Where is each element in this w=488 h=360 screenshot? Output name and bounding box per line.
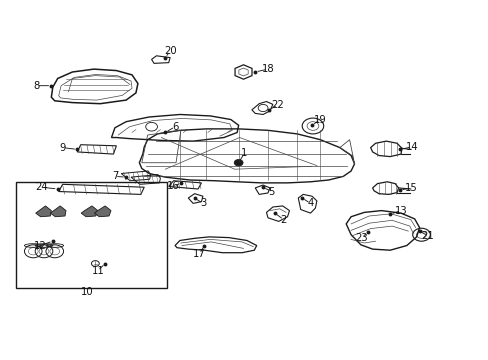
Text: 20: 20 (163, 46, 176, 56)
Text: 6: 6 (171, 122, 178, 132)
Text: 1: 1 (241, 148, 247, 158)
Text: 15: 15 (405, 183, 417, 193)
Circle shape (102, 209, 108, 214)
Text: 7: 7 (111, 171, 118, 181)
Polygon shape (36, 206, 51, 217)
Circle shape (42, 209, 49, 214)
Text: 5: 5 (267, 186, 274, 197)
Polygon shape (81, 206, 98, 217)
Text: 21: 21 (421, 231, 433, 241)
Text: 19: 19 (313, 114, 326, 125)
Circle shape (57, 209, 63, 214)
Text: 22: 22 (271, 100, 284, 110)
Circle shape (88, 209, 95, 214)
Text: 18: 18 (261, 64, 274, 74)
Text: 4: 4 (307, 198, 313, 208)
Text: 3: 3 (200, 198, 205, 208)
Text: 14: 14 (405, 142, 417, 152)
Text: 17: 17 (193, 249, 205, 259)
Polygon shape (50, 206, 66, 217)
Text: 11: 11 (91, 266, 104, 276)
Text: 8: 8 (34, 81, 40, 91)
Text: 9: 9 (59, 143, 66, 153)
Bar (16, 182, 167, 288)
Text: 2: 2 (280, 215, 286, 225)
Text: 16: 16 (167, 181, 180, 192)
Text: 24: 24 (35, 182, 48, 192)
Text: 23: 23 (355, 233, 367, 243)
Text: 10: 10 (81, 287, 93, 297)
Circle shape (234, 159, 243, 166)
Polygon shape (94, 206, 111, 217)
Text: 12: 12 (34, 240, 46, 251)
Text: 13: 13 (394, 206, 407, 216)
